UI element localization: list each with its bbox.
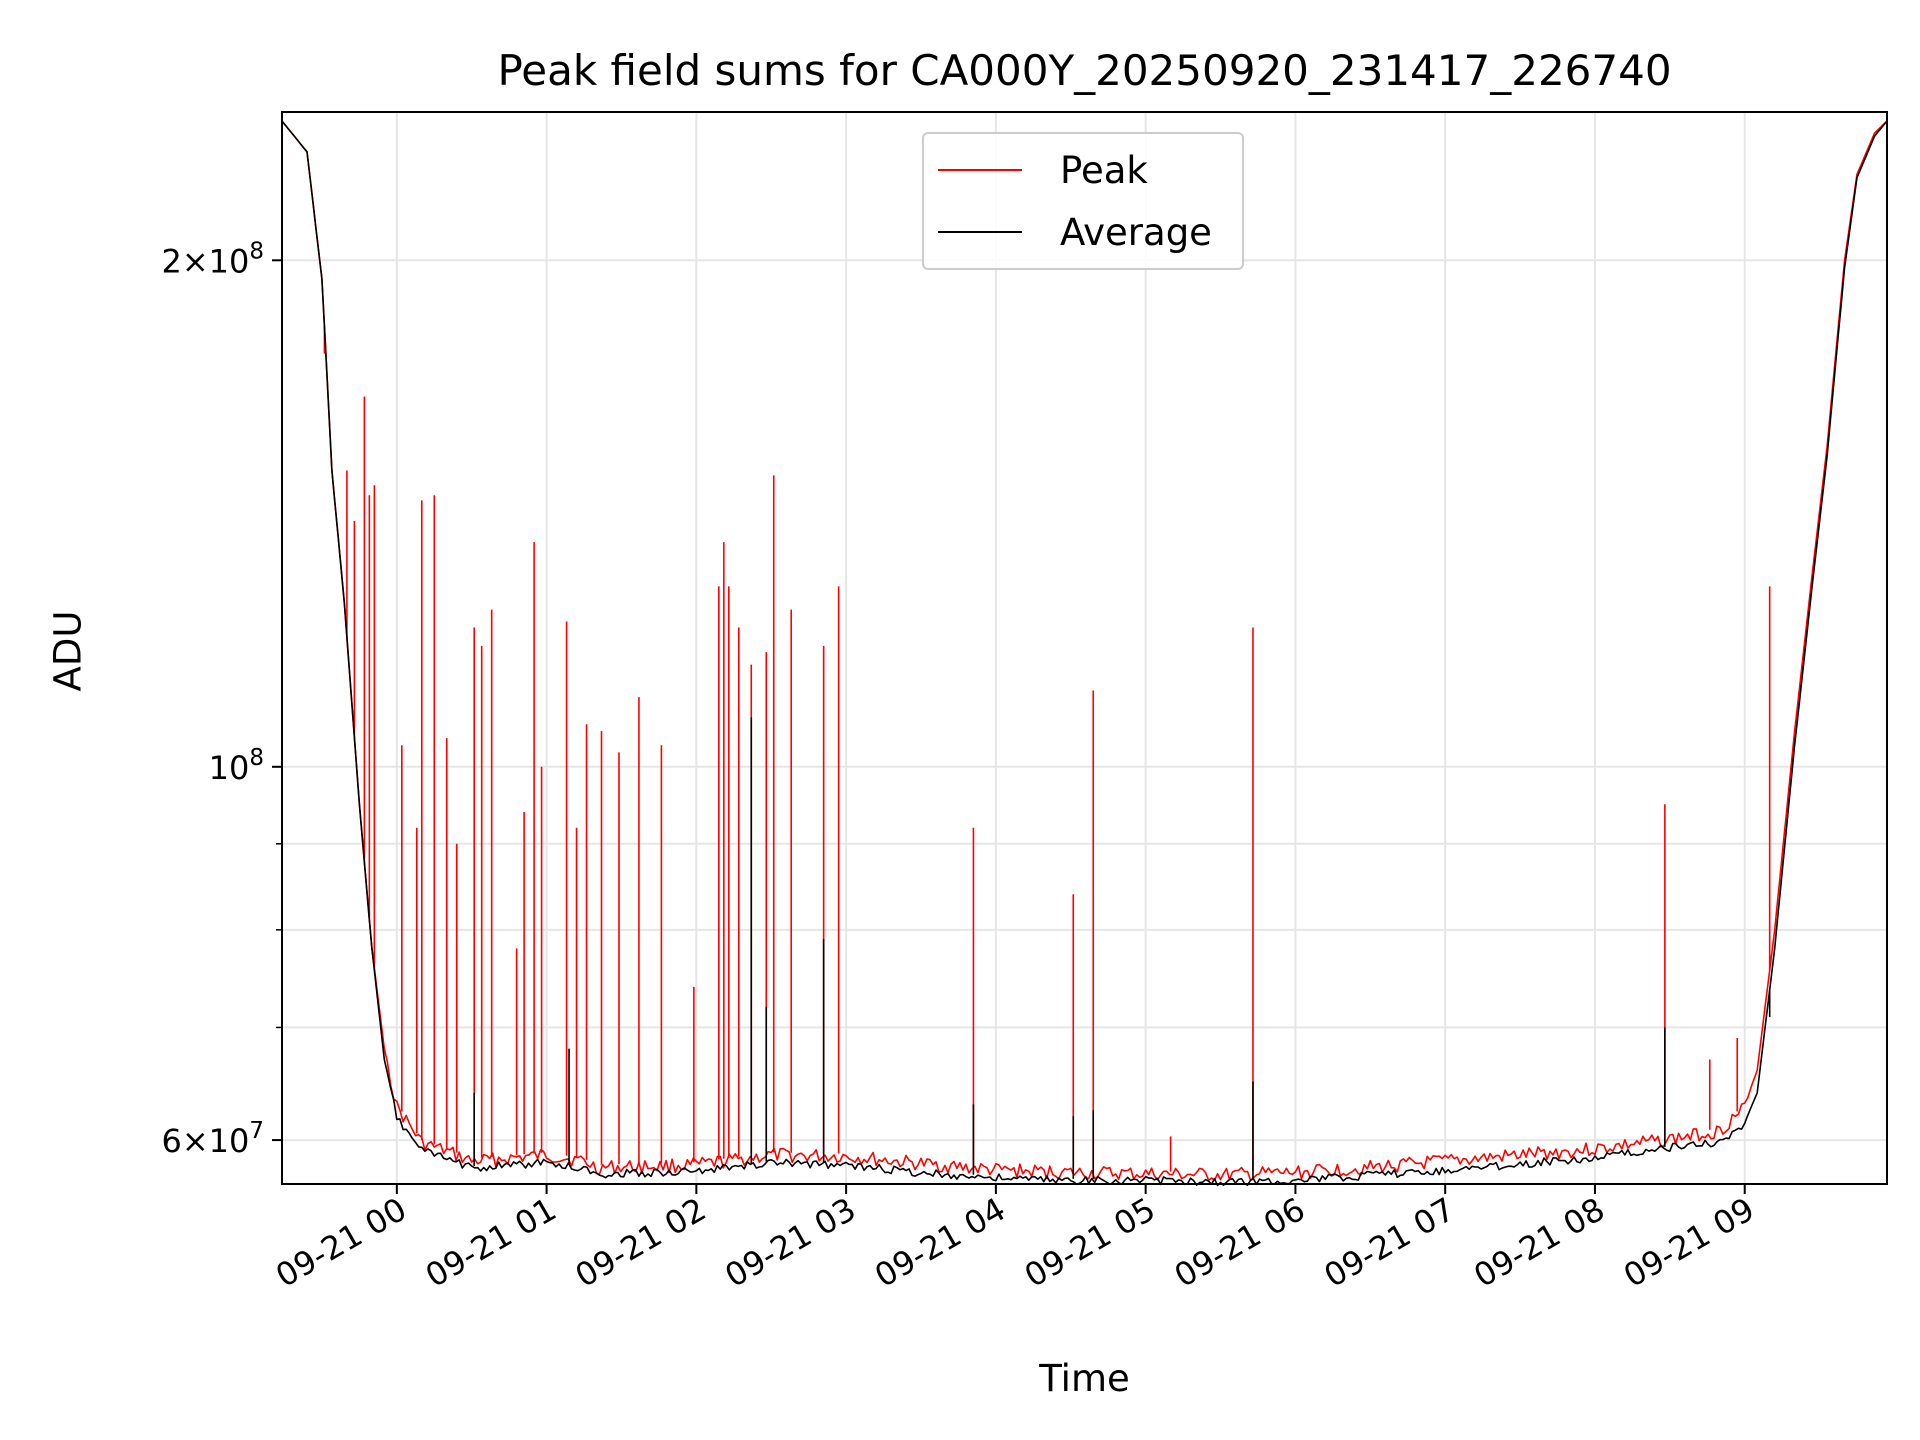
legend-swatch-average	[938, 231, 1022, 233]
legend-item-peak: Peak	[938, 148, 1148, 192]
y-axis-label: ADU	[46, 610, 90, 692]
x-tick-label: 09-21 08	[1467, 1190, 1611, 1295]
x-tick-label: 09-21 02	[569, 1190, 713, 1295]
x-tick-label: 09-21 05	[1018, 1190, 1162, 1295]
x-axis-label: Time	[1039, 1357, 1130, 1400]
chart-title: Peak field sums for CA000Y_20250920_2314…	[497, 46, 1672, 95]
legend-item-average: Average	[938, 210, 1212, 254]
x-tick-label: 09-21 06	[1168, 1190, 1312, 1295]
x-tick-label: 09-21 01	[419, 1190, 563, 1295]
y-tick-label: 6×107	[161, 1118, 264, 1160]
series-layer	[281, 120, 1888, 1187]
x-tick-label: 09-21 07	[1318, 1190, 1462, 1295]
legend-swatch-peak	[938, 169, 1022, 171]
x-tick-label: 09-21 03	[719, 1190, 863, 1295]
legend-label-peak: Peak	[1060, 148, 1148, 192]
x-tick-label: 09-21 09	[1617, 1190, 1761, 1295]
x-tick-label: 09-21 04	[868, 1190, 1012, 1295]
x-tick-label: 09-21 00	[269, 1190, 413, 1295]
grid-lines	[282, 112, 1887, 1184]
y-tick-label: 2×108	[161, 238, 264, 280]
y-tick-label: 108	[209, 745, 264, 787]
series-line-average	[281, 120, 1888, 1187]
legend: Peak Average	[922, 132, 1244, 270]
legend-label-average: Average	[1060, 210, 1212, 254]
series-line-peak	[281, 120, 1888, 1182]
plot-frame	[281, 111, 1888, 1185]
